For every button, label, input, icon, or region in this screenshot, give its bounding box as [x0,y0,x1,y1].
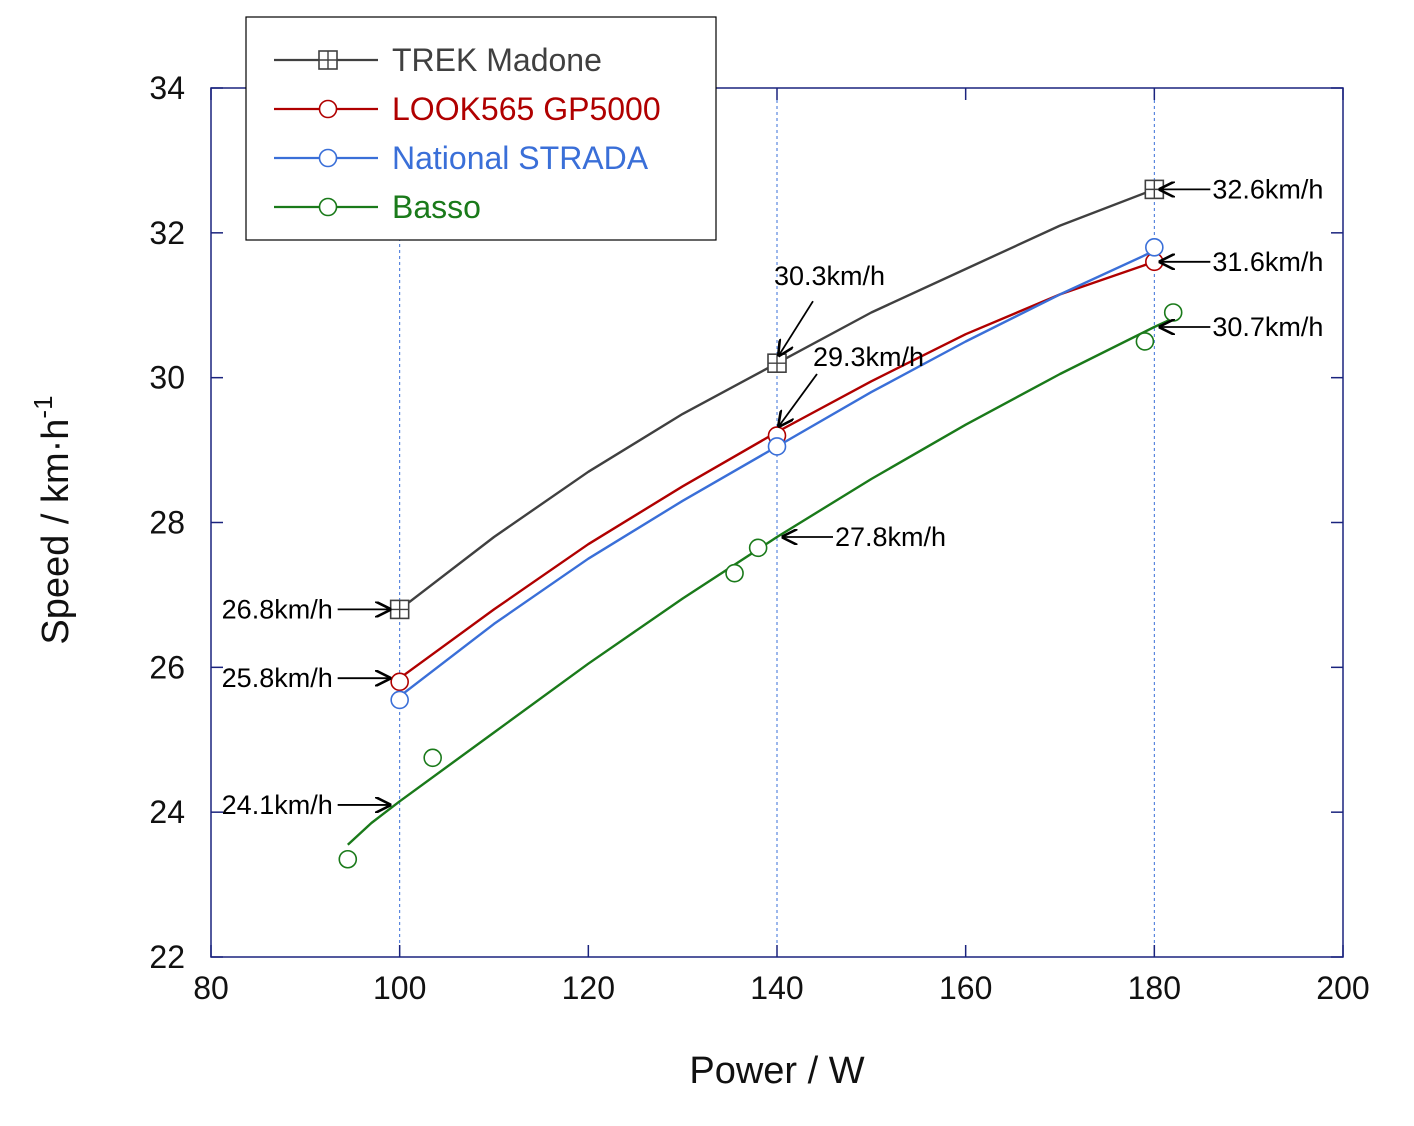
series-3-point-4 [1135,332,1155,351]
y-tick-label-28: 28 [149,505,185,541]
series-layer [338,179,1183,869]
x-tick-label-100: 100 [373,970,426,1006]
x-tick-label-160: 160 [939,970,992,1006]
annotation-arrow-4 [779,373,818,426]
series-2-point-1 [767,437,787,456]
y-tick-label-34: 34 [149,70,185,106]
annotation-label-5: 27.8km/h [835,522,946,552]
y-tick-label-32: 32 [149,215,185,251]
legend-marker-1 [318,99,338,119]
annotation-label-0: 32.6km/h [1212,174,1323,204]
series-3 [338,303,1183,869]
annotation-label-6: 26.8km/h [222,594,333,624]
legend-marker-0 [318,50,338,70]
series-1-point-0 [390,672,409,692]
annotation-label-3: 30.3km/h [774,261,885,291]
y-tick-label-30: 30 [149,360,185,396]
series-3-point-2 [725,563,744,583]
legend-label-2: National STRADA [392,140,649,176]
legend-marker-3 [318,197,338,217]
legend-label-0: TREK Madone [392,42,602,78]
series-2 [390,238,1164,710]
x-axis-title: Power / W [689,1050,864,1092]
y-tick-label-24: 24 [149,794,185,830]
y-axis-title-main: Speed / km·h [35,419,77,645]
series-line-3 [346,317,1174,846]
annotation-label-8: 24.1km/h [222,790,333,820]
series-0-point-0 [389,599,410,620]
y-axis-title: Speed / km·h-1 [28,395,77,644]
series-2-point-0 [390,690,409,710]
series-3-point-5 [1163,303,1183,322]
legend-marker-2 [318,148,338,168]
x-tick-label-80: 80 [193,970,229,1006]
annotation-label-2: 30.7km/h [1212,312,1323,342]
series-3-point-0 [338,849,358,869]
series-3-point-3 [748,538,768,558]
legend: TREK Madone LOOK565 GP5000 National STRADA… [245,16,717,241]
x-tick-label-140: 140 [750,970,803,1006]
legend-label-3: Basso [392,189,481,225]
x-tick-label-120: 120 [562,970,615,1006]
series-3-point-1 [423,748,442,768]
x-tick-label-180: 180 [1128,970,1181,1006]
legend-label-1: LOOK565 GP5000 [392,91,661,127]
series-2-point-2 [1145,238,1164,257]
series-0-point-1 [767,353,787,373]
annotation-label-7: 25.8km/h [222,663,333,693]
annotation-label-1: 31.6km/h [1212,247,1323,277]
y-tick-label-26: 26 [149,649,185,685]
axes-layer: 80 100 120 140 160 180 200 22 24 26 28 30 32 34 [149,70,1369,1006]
annotation-arrow-3 [779,300,814,355]
annotation-label-4: 29.3km/h [813,342,924,372]
y-axis-title-superscript: -1 [28,395,58,418]
x-tick-label-200: 200 [1316,970,1369,1006]
y-tick-label-22: 22 [149,939,185,975]
annotation-layer: 32.6km/h 31.6km/h 30.7km/h 30.3km/h 29.3km/h… [222,174,1324,820]
